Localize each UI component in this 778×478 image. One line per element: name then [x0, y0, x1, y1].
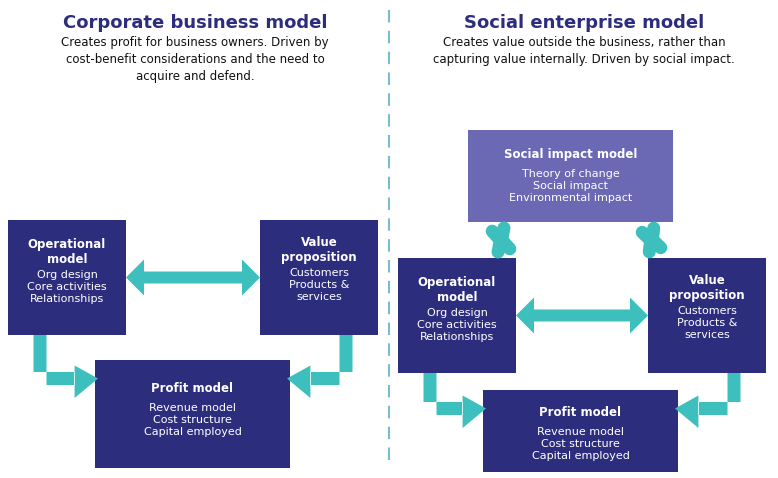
Text: Revenue model
Cost structure
Capital employed: Revenue model Cost structure Capital emp… [531, 427, 629, 461]
Text: Org design
Core activities
Relationships: Org design Core activities Relationships [417, 308, 497, 342]
Text: Theory of change
Social impact
Environmental impact: Theory of change Social impact Environme… [509, 169, 632, 203]
Text: Revenue model
Cost structure
Capital employed: Revenue model Cost structure Capital emp… [144, 403, 241, 436]
Polygon shape [423, 373, 486, 428]
Text: Profit model: Profit model [539, 405, 622, 419]
Polygon shape [33, 335, 98, 398]
Bar [260, 220, 378, 335]
Polygon shape [516, 297, 648, 334]
Bar [95, 360, 290, 468]
Text: Value
proposition: Value proposition [669, 274, 745, 302]
Text: Operational
model: Operational model [28, 238, 106, 266]
Text: Social enterprise model: Social enterprise model [464, 14, 704, 32]
Polygon shape [126, 260, 260, 295]
Bar [483, 390, 678, 472]
Text: Social impact model: Social impact model [504, 148, 637, 161]
Polygon shape [287, 335, 352, 398]
Text: Customers
Products &
services: Customers Products & services [289, 269, 349, 302]
Text: Org design
Core activities
Relationships: Org design Core activities Relationships [27, 271, 107, 304]
Text: Creates profit for business owners. Driven by
cost-benefit considerations and th: Creates profit for business owners. Driv… [61, 36, 329, 83]
Bar [398, 258, 516, 373]
Polygon shape [675, 373, 741, 428]
Text: Customers
Products &
services: Customers Products & services [677, 306, 738, 339]
FancyArrowPatch shape [642, 228, 661, 252]
Text: Value
proposition: Value proposition [281, 236, 357, 264]
Text: Creates value outside the business, rather than
capturing value internally. Driv: Creates value outside the business, rath… [433, 36, 735, 66]
Bar [468, 130, 673, 222]
Bar [8, 220, 126, 335]
Text: Operational
model: Operational model [418, 276, 496, 304]
Text: Corporate business model: Corporate business model [63, 14, 328, 32]
FancyArrowPatch shape [492, 228, 510, 252]
Bar [648, 258, 766, 373]
Text: Profit model: Profit model [152, 381, 233, 394]
